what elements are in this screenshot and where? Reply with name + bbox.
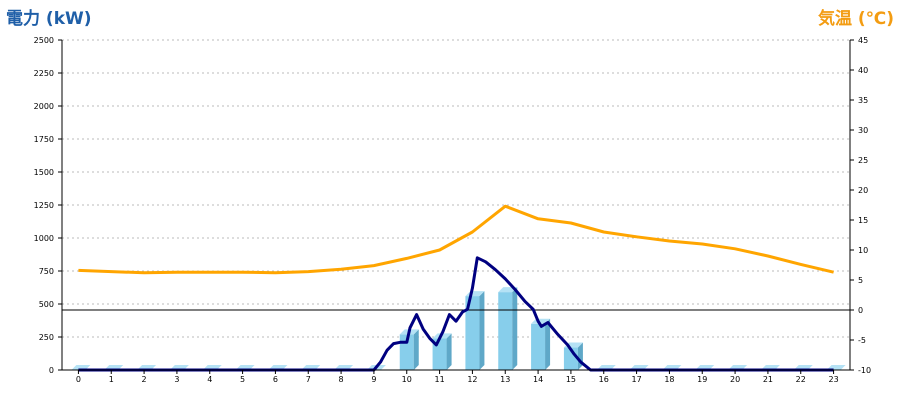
x-tick-label: 23 bbox=[828, 375, 838, 384]
x-tick-label: 1 bbox=[109, 375, 114, 384]
bar-side bbox=[512, 287, 518, 370]
x-tick-label: 10 bbox=[402, 375, 412, 384]
left-tick-label: 500 bbox=[39, 300, 54, 309]
left-tick-label: 1000 bbox=[34, 234, 54, 243]
power-axis-title: 電力 (kW) bbox=[6, 9, 92, 29]
bar-side bbox=[479, 291, 485, 370]
left-tick-label: 2500 bbox=[34, 36, 54, 45]
bar-side bbox=[545, 318, 551, 370]
right-tick-label: 40 bbox=[858, 66, 868, 75]
temperature-line bbox=[78, 204, 834, 275]
bar-13 bbox=[498, 287, 518, 370]
right-tick-label: 0 bbox=[858, 306, 863, 315]
x-tick-label: 11 bbox=[434, 375, 444, 384]
left-tick-label: 1500 bbox=[34, 168, 54, 177]
bar-15 bbox=[563, 342, 583, 370]
right-tick-label: -5 bbox=[858, 336, 866, 345]
right-tick-label: 25 bbox=[858, 156, 868, 165]
left-tick-label: 2250 bbox=[34, 69, 54, 78]
temperature-axis-title: 気温 (℃) bbox=[817, 9, 894, 29]
left-tick-label: 250 bbox=[39, 333, 54, 342]
x-tick-label: 15 bbox=[566, 375, 576, 384]
right-tick-label: 15 bbox=[858, 216, 868, 225]
x-tick-label: 18 bbox=[664, 375, 674, 384]
x-tick-label: 8 bbox=[339, 375, 344, 384]
x-tick-label: 6 bbox=[273, 375, 278, 384]
x-tick-label: 21 bbox=[763, 375, 773, 384]
x-tick-label: 14 bbox=[533, 375, 543, 384]
left-tick-label: 2000 bbox=[34, 102, 54, 111]
right-tick-label: 5 bbox=[858, 276, 863, 285]
x-tick-label: 3 bbox=[174, 375, 179, 384]
x-tick-label: 13 bbox=[500, 375, 510, 384]
x-tick-label: 19 bbox=[697, 375, 707, 384]
x-tick-label: 7 bbox=[306, 375, 311, 384]
x-tick-label: 16 bbox=[599, 375, 609, 384]
bar-11 bbox=[432, 333, 452, 370]
left-tick-label: 0 bbox=[49, 366, 54, 375]
x-tick-label: 2 bbox=[142, 375, 147, 384]
right-tick-label: 45 bbox=[858, 36, 868, 45]
bar-front bbox=[531, 323, 546, 370]
x-tick-label: 9 bbox=[371, 375, 376, 384]
bar-14 bbox=[531, 318, 551, 370]
right-tick-label: 30 bbox=[858, 126, 868, 135]
right-tick-label: 20 bbox=[858, 186, 868, 195]
left-tick-label: 1750 bbox=[34, 135, 54, 144]
x-tick-label: 17 bbox=[631, 375, 641, 384]
right-tick-label: -10 bbox=[858, 366, 871, 375]
x-tick-label: 0 bbox=[76, 375, 81, 384]
x-tick-label: 5 bbox=[240, 375, 245, 384]
bar-side bbox=[446, 333, 452, 370]
x-tick-label: 22 bbox=[796, 375, 806, 384]
x-tick-label: 12 bbox=[467, 375, 477, 384]
left-tick-label: 750 bbox=[39, 267, 54, 276]
x-tick-label: 20 bbox=[730, 375, 740, 384]
bar-front bbox=[498, 292, 513, 370]
bar-front bbox=[465, 296, 480, 370]
power-line bbox=[78, 256, 834, 372]
x-tick-label: 4 bbox=[207, 375, 212, 384]
right-tick-label: 35 bbox=[858, 96, 868, 105]
left-tick-label: 1250 bbox=[34, 201, 54, 210]
right-tick-label: 10 bbox=[858, 246, 868, 255]
bar-side bbox=[413, 329, 419, 370]
